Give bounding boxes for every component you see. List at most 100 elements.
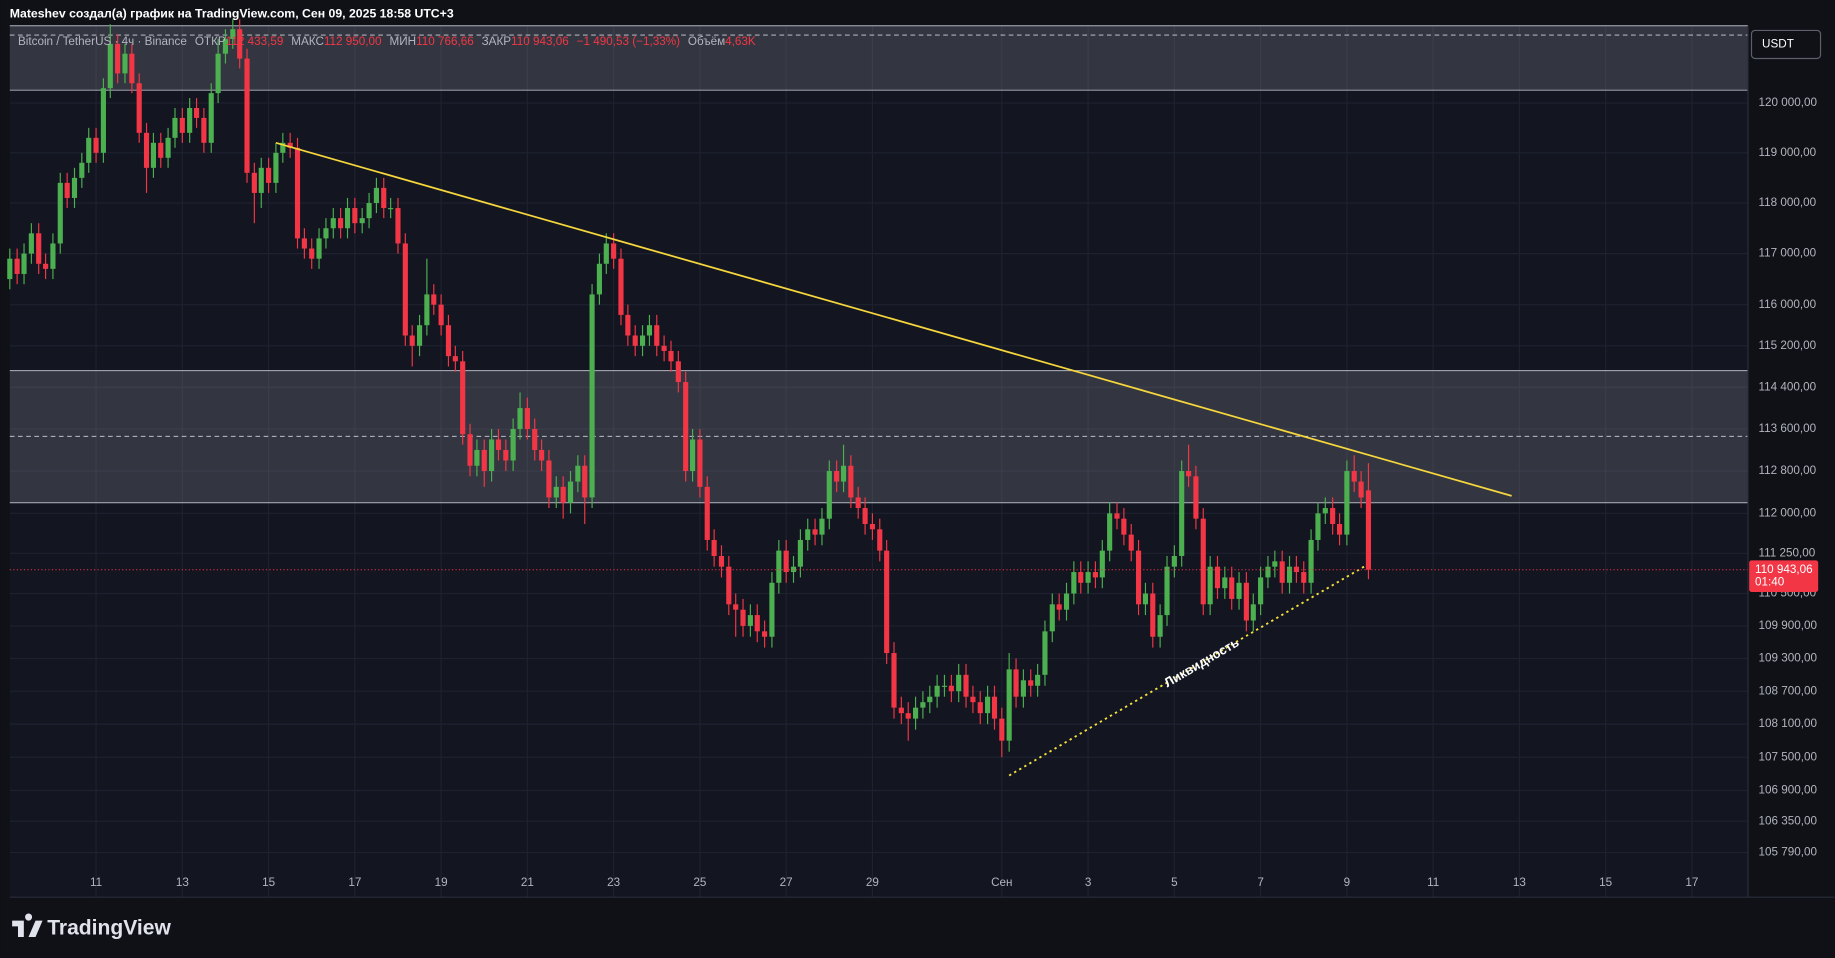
legend-header: Bitcoin / TetherUS · 4ч · Binance ОТКР11… [18, 35, 756, 48]
candle-body [754, 615, 760, 632]
candle-body [481, 449, 487, 472]
candle-body [646, 325, 653, 336]
candle-body [769, 582, 775, 637]
open-label: ОТКР [195, 35, 226, 48]
x-tick-label: 29 [866, 876, 879, 889]
candle-body [1222, 577, 1228, 589]
candle-body [1028, 680, 1034, 686]
y-tick-label: 113 600,00 [1759, 422, 1817, 435]
brand-name: TradingView [47, 916, 171, 939]
candle-body [309, 248, 315, 259]
candle-body [1250, 604, 1256, 621]
candle-body [582, 465, 588, 498]
candle-body [898, 707, 904, 714]
candle-body [273, 152, 279, 183]
candle-body [395, 208, 401, 244]
candle-body [136, 83, 142, 133]
y-tick-label: 115 200,00 [1759, 339, 1817, 352]
candle-body [575, 465, 581, 482]
candle-body [826, 471, 832, 519]
candle-body [1099, 550, 1105, 578]
y-tick-label: 108 100,00 [1759, 717, 1818, 730]
candle-body [912, 707, 919, 719]
candle-body [201, 117, 207, 143]
candle-body [553, 486, 559, 498]
candle-body [1351, 471, 1357, 482]
change-value: −1 490,53 (−1,33%) [577, 35, 680, 48]
candle-body [1322, 508, 1328, 514]
currency-box[interactable] [1750, 29, 1822, 60]
y-tick-label: 111 250,00 [1759, 546, 1816, 559]
candle-body [57, 182, 63, 244]
candle-body [546, 460, 552, 498]
candle-body [1042, 631, 1048, 675]
candle-body [460, 361, 466, 435]
close-value: 110 943,06 [511, 35, 569, 48]
candle-body [359, 218, 365, 224]
candle-body [287, 142, 293, 148]
candle-body [956, 674, 962, 692]
candle-body [675, 361, 681, 383]
candle-body [230, 29, 236, 39]
candle-body [877, 529, 883, 551]
candle-body [158, 142, 164, 158]
candle-body [1020, 680, 1026, 697]
candle-body [524, 408, 530, 429]
x-tick-label: 13 [176, 876, 189, 889]
currency[interactable]: USDT [1762, 38, 1794, 51]
candle-body [438, 304, 444, 326]
candle-body [797, 539, 803, 567]
x-tick-label: 11 [1427, 876, 1439, 889]
brand-icon [12, 913, 43, 937]
candle-body [1200, 518, 1206, 605]
candle-body [1272, 561, 1278, 567]
candle-body [1315, 513, 1321, 540]
candle-body [625, 314, 631, 336]
candle-body [445, 325, 452, 357]
candle-body [697, 439, 703, 487]
y-tick-label: 105 790,00 [1759, 846, 1818, 859]
price-tag-label: 110 943,06 [1755, 563, 1813, 576]
candle-body [495, 439, 502, 450]
volume-value: 4,63K [725, 35, 756, 48]
candle-body [560, 486, 566, 503]
candle-body [323, 228, 329, 239]
candle-body [7, 258, 13, 280]
candle-body [388, 208, 394, 210]
candle-body [834, 471, 840, 482]
candle-body [452, 356, 458, 362]
candle-body [28, 233, 34, 254]
x-tick-label: 19 [435, 876, 448, 889]
candle-body [934, 685, 940, 697]
trend-line [275, 141, 1512, 497]
candle-body [740, 609, 746, 626]
candle-body [43, 263, 49, 269]
candle-body [301, 238, 307, 249]
candle-body [718, 555, 725, 567]
y-tick-label: 117 000,00 [1759, 247, 1817, 260]
x-tick-label: Сен [991, 876, 1012, 889]
candle-body [115, 43, 121, 74]
candle-body [532, 428, 538, 450]
candle-body [467, 434, 473, 466]
candle-body [510, 428, 516, 461]
candle-body [1135, 550, 1142, 605]
candle-body [1128, 534, 1134, 551]
candle-body [948, 685, 954, 692]
candle-body [1265, 566, 1271, 578]
candle-body [122, 53, 128, 74]
candle-body [1071, 572, 1077, 594]
candle-body [416, 325, 423, 346]
candle-body [193, 107, 200, 118]
x-tick-label: 9 [1344, 876, 1351, 889]
candle-body [36, 233, 42, 264]
candle-body [776, 550, 782, 583]
price-zone [9, 25, 1749, 91]
x-tick-label: 23 [607, 876, 620, 889]
candle-body [517, 408, 523, 429]
candle-body [977, 702, 983, 714]
candle-body [1006, 669, 1012, 741]
candle-body [352, 208, 358, 224]
candle-body [266, 167, 272, 183]
